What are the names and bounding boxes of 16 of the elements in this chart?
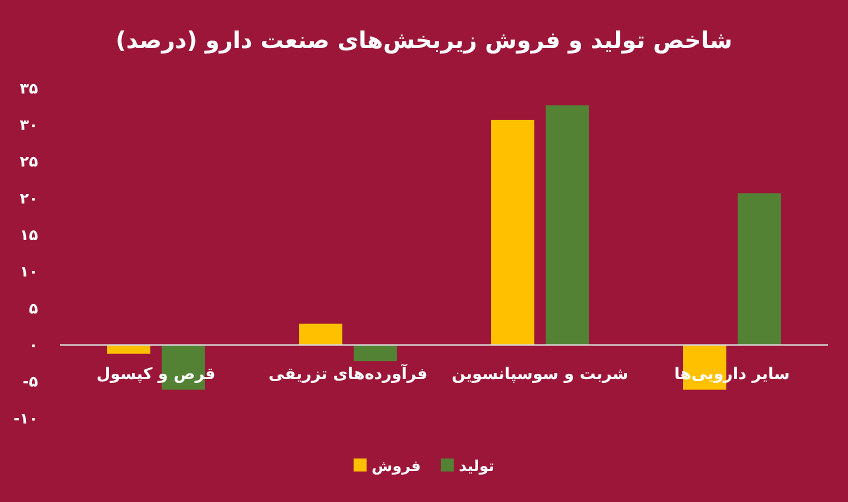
- y-tick-label: ۱۰: [20, 262, 38, 281]
- category-label: قرص و کپسول: [96, 364, 216, 383]
- legend-label: تولید: [458, 457, 494, 475]
- y-tick-label: -۱۰: [13, 409, 38, 428]
- y-tick-label: -۵: [22, 372, 38, 391]
- y-tick-label: ۰: [28, 336, 38, 354]
- y-tick-label: ۲۵: [20, 152, 38, 171]
- y-tick-label: ۲۰: [20, 189, 38, 208]
- y-tick-label: ۱۵: [20, 226, 38, 244]
- y-tick-label: ۳۵: [20, 79, 38, 98]
- y-tick-label: ۵: [28, 299, 38, 318]
- category-label: شربت و سوسپانسوین: [452, 364, 628, 383]
- title: شاخص تولید و فروش زیربخش‌های صنعت دارو (درصد): [116, 28, 732, 54]
- category-label: فرآورده‌های تزریقی: [268, 364, 428, 383]
- y-tick-label: ۳۰: [20, 116, 38, 134]
- legend-label: فروش: [372, 457, 421, 475]
